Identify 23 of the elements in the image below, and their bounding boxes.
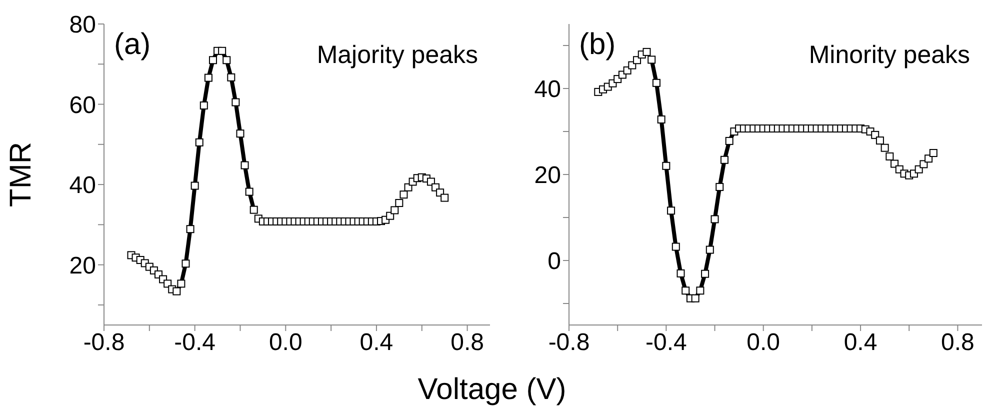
y-tick-label: 60 xyxy=(69,92,96,119)
annotation: (b) xyxy=(579,28,616,62)
x-tick-label: -0.4 xyxy=(645,329,687,356)
y-tick-label: 40 xyxy=(69,172,96,200)
x-tick-label: -0.4 xyxy=(174,329,216,356)
y-tick-label: 80 xyxy=(69,12,96,39)
x-axis-title: Voltage (V) xyxy=(416,372,568,408)
x-tick-label: -0.8 xyxy=(83,329,125,356)
x-tick-label: 0.0 xyxy=(746,329,780,356)
annotation: Minority peaks xyxy=(808,40,970,70)
y-tick-label: 0 xyxy=(548,248,561,276)
y-tick-label: 40 xyxy=(534,76,561,104)
annotation: (a) xyxy=(114,28,151,62)
y-tick-label: 20 xyxy=(69,252,96,280)
x-tick-label: 0.8 xyxy=(450,329,484,356)
x-tick-label: 0.0 xyxy=(268,329,302,356)
annotation: Majority peaks xyxy=(316,40,478,70)
x-tick-label: 0.4 xyxy=(844,329,878,356)
x-tick-label: -0.8 xyxy=(548,329,590,356)
x-tick-label: 0.4 xyxy=(360,329,394,356)
x-tick-label: 0.8 xyxy=(941,329,974,356)
y-axis-title: TMR xyxy=(4,142,38,207)
y-tick-label: 20 xyxy=(534,162,561,190)
